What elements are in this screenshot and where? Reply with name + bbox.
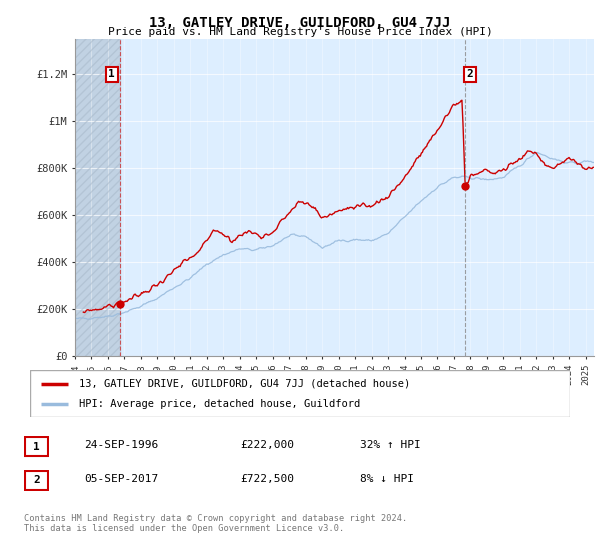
Text: 05-SEP-2017: 05-SEP-2017	[84, 474, 158, 484]
Text: 13, GATLEY DRIVE, GUILDFORD, GU4 7JJ (detached house): 13, GATLEY DRIVE, GUILDFORD, GU4 7JJ (de…	[79, 379, 410, 389]
Text: 1: 1	[33, 442, 40, 452]
Bar	[75, 39, 120, 356]
Text: £222,000: £222,000	[240, 440, 294, 450]
Text: Contains HM Land Registry data © Crown copyright and database right 2024.
This d: Contains HM Land Registry data © Crown c…	[24, 514, 407, 533]
Text: 13, GATLEY DRIVE, GUILDFORD, GU4 7JJ: 13, GATLEY DRIVE, GUILDFORD, GU4 7JJ	[149, 16, 451, 30]
Text: £722,500: £722,500	[240, 474, 294, 484]
Text: 32% ↑ HPI: 32% ↑ HPI	[360, 440, 421, 450]
Text: 24-SEP-1996: 24-SEP-1996	[84, 440, 158, 450]
Text: Price paid vs. HM Land Registry's House Price Index (HPI): Price paid vs. HM Land Registry's House …	[107, 27, 493, 37]
Text: 8% ↓ HPI: 8% ↓ HPI	[360, 474, 414, 484]
Bar	[75, 39, 120, 356]
Text: 2: 2	[467, 69, 473, 80]
Text: 1: 1	[109, 69, 115, 80]
Text: 2: 2	[33, 475, 40, 486]
Text: HPI: Average price, detached house, Guildford: HPI: Average price, detached house, Guil…	[79, 399, 360, 409]
